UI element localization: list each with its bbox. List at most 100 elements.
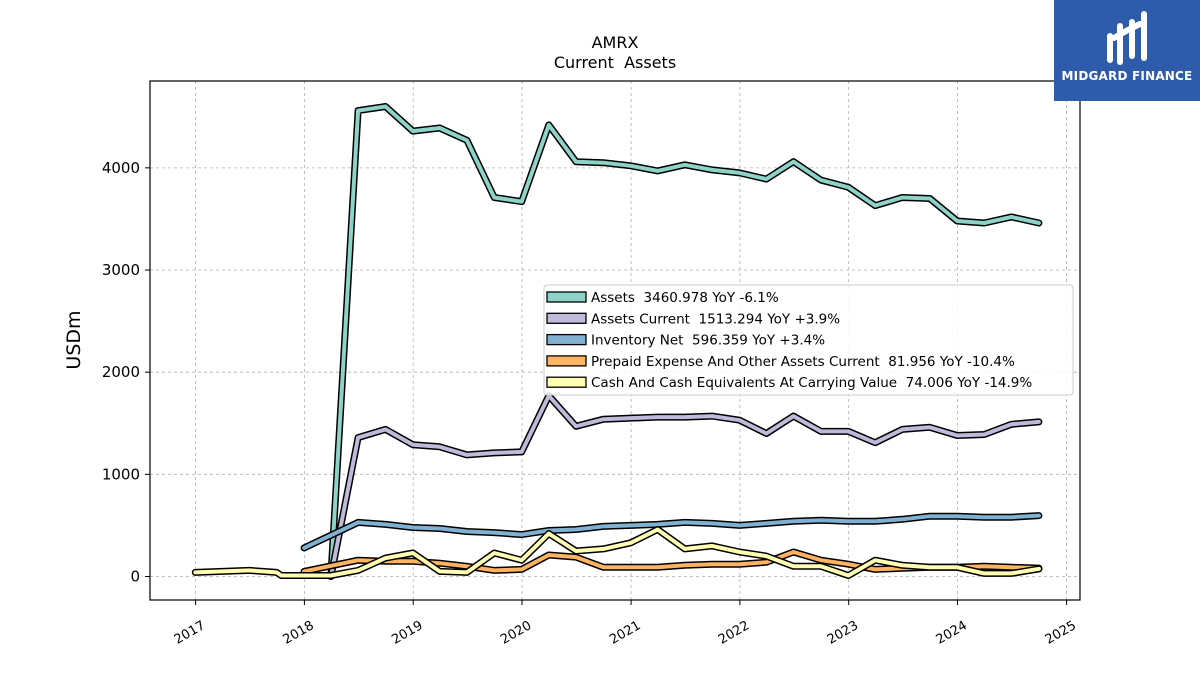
y-tick-label: 0 bbox=[130, 568, 140, 586]
data-point bbox=[521, 451, 522, 452]
data-point bbox=[576, 161, 577, 162]
data-point bbox=[684, 522, 685, 523]
data-point bbox=[494, 197, 495, 198]
data-point bbox=[848, 575, 849, 576]
legend-box bbox=[543, 284, 1074, 396]
data-point bbox=[548, 533, 549, 534]
data-point bbox=[739, 420, 740, 421]
data-point bbox=[875, 560, 876, 561]
series-lines bbox=[191, 103, 1043, 580]
data-point bbox=[957, 221, 958, 222]
data-point bbox=[902, 429, 903, 430]
data-point bbox=[793, 416, 794, 417]
data-point bbox=[412, 527, 413, 528]
data-point bbox=[521, 569, 522, 570]
data-point bbox=[821, 560, 822, 561]
data-point bbox=[195, 572, 196, 573]
data-point bbox=[875, 569, 876, 570]
data-point bbox=[548, 555, 549, 556]
legend-label: Inventory Net 596.359 YoY +3.4% bbox=[591, 333, 825, 349]
legend-swatch bbox=[546, 376, 587, 388]
data-point bbox=[766, 562, 767, 563]
series-line bbox=[193, 527, 1041, 578]
data-point bbox=[821, 566, 822, 567]
data-point bbox=[712, 416, 713, 417]
y-tick-label: 2000 bbox=[102, 363, 140, 381]
data-point bbox=[875, 205, 876, 206]
data-point bbox=[848, 521, 849, 522]
data-point bbox=[902, 519, 903, 520]
data-point bbox=[657, 417, 658, 418]
data-point bbox=[793, 566, 794, 567]
data-point bbox=[902, 197, 903, 198]
data-point bbox=[766, 179, 767, 180]
series-2 bbox=[300, 512, 1043, 552]
data-point bbox=[439, 571, 440, 572]
data-point bbox=[848, 564, 849, 565]
data-point bbox=[466, 566, 467, 567]
data-point bbox=[439, 446, 440, 447]
data-point bbox=[330, 575, 331, 576]
data-point bbox=[521, 201, 522, 202]
data-point bbox=[766, 523, 767, 524]
data-point bbox=[603, 567, 604, 568]
data-point bbox=[276, 572, 277, 573]
data-point bbox=[657, 529, 658, 530]
data-point bbox=[385, 106, 386, 107]
data-point bbox=[603, 162, 604, 163]
data-point bbox=[548, 124, 549, 125]
data-point bbox=[712, 545, 713, 546]
data-point bbox=[439, 528, 440, 529]
data-point bbox=[385, 524, 386, 525]
data-point bbox=[630, 418, 631, 419]
data-point bbox=[603, 419, 604, 420]
legend-label: Cash And Cash Equivalents At Carrying Va… bbox=[591, 375, 1032, 391]
data-point bbox=[984, 566, 985, 567]
data-point bbox=[358, 570, 359, 571]
data-point bbox=[684, 417, 685, 418]
series-0 bbox=[327, 103, 1043, 580]
data-point bbox=[929, 198, 930, 199]
data-point bbox=[494, 553, 495, 554]
y-tick-label: 1000 bbox=[102, 465, 140, 483]
data-point bbox=[358, 522, 359, 523]
data-point bbox=[304, 571, 305, 572]
data-point bbox=[494, 570, 495, 571]
data-point bbox=[439, 563, 440, 564]
data-point bbox=[957, 516, 958, 517]
data-point bbox=[412, 444, 413, 445]
data-point bbox=[603, 526, 604, 527]
data-point bbox=[281, 575, 282, 576]
data-point bbox=[657, 170, 658, 171]
data-point bbox=[684, 164, 685, 165]
data-point bbox=[412, 561, 413, 562]
y-tick-label: 4000 bbox=[102, 159, 140, 177]
data-point bbox=[630, 525, 631, 526]
y-axis: 0 1000 2000 3000 4000 bbox=[102, 159, 150, 586]
data-point bbox=[875, 521, 876, 522]
data-point bbox=[304, 547, 305, 548]
data-point bbox=[412, 553, 413, 554]
data-point bbox=[793, 161, 794, 162]
data-point bbox=[1038, 421, 1039, 422]
data-point bbox=[712, 523, 713, 524]
data-point bbox=[821, 180, 822, 181]
data-point bbox=[848, 187, 849, 188]
data-point bbox=[630, 165, 631, 166]
data-point bbox=[739, 172, 740, 173]
data-point bbox=[630, 542, 631, 543]
brand-name: MIDGARD FINANCE bbox=[1061, 69, 1193, 83]
data-point bbox=[1011, 573, 1012, 574]
series-line bbox=[302, 513, 1041, 550]
data-point bbox=[439, 128, 440, 129]
brand-logo: MIDGARD FINANCE bbox=[1054, 0, 1200, 101]
data-point bbox=[821, 520, 822, 521]
series-line bbox=[328, 104, 1041, 579]
data-point bbox=[739, 552, 740, 553]
data-point bbox=[494, 532, 495, 533]
data-point bbox=[793, 521, 794, 522]
data-point bbox=[1038, 223, 1039, 224]
data-point bbox=[657, 567, 658, 568]
data-point bbox=[358, 110, 359, 111]
data-point bbox=[1038, 568, 1039, 569]
